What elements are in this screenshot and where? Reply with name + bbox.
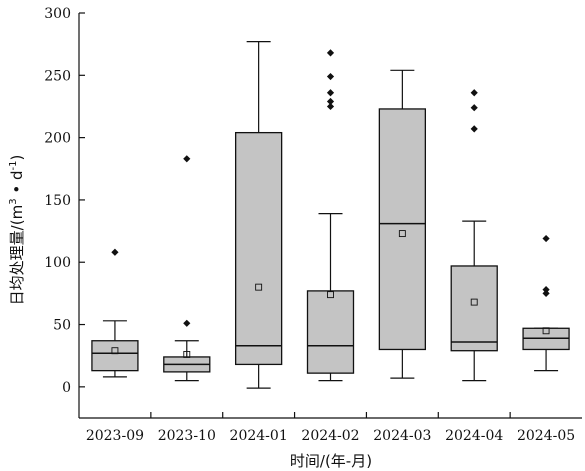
x-tick-label-2024-04: 2024-04 [445,428,503,444]
y-tick-label-50: 50 [53,318,71,334]
y-tick-label-150: 150 [44,193,71,209]
outlier-point [470,125,478,133]
mean-marker [327,291,334,299]
mean-marker [183,350,191,358]
mean-marker [255,283,263,291]
outlier-point [326,97,335,106]
y-axis: 0 50 100 150 200 250 300 [44,6,85,418]
box [450,265,498,352]
outlier-point [183,319,191,327]
box-group-2024-01 [234,41,283,389]
box-group-2024-05 [522,234,570,372]
x-tick-label-2024-01: 2024-01 [230,428,288,444]
mean-marker [398,230,406,238]
box [234,131,283,366]
y-tick-label-300: 300 [44,6,71,22]
x-tick-label-2023-09: 2023-09 [86,428,144,444]
y-tick-label-200: 200 [44,131,71,147]
outlier-point [326,72,335,81]
outlier-point [326,102,335,111]
plot-area [91,41,570,389]
outlier-point [111,248,119,256]
outlier-point [326,49,335,57]
x-axis-title: 时间/(年-月) [290,452,372,470]
outlier-point [542,289,550,297]
outlier-point [470,89,478,97]
box [91,340,139,372]
box-group-2024-02 [306,49,355,382]
box-group-2024-03 [378,69,427,379]
outlier-point [470,104,478,112]
y-tick-label-0: 0 [62,380,71,396]
x-tick-label-2023-10: 2023-10 [158,428,216,444]
outlier-point [326,89,335,97]
mean-marker [470,298,478,306]
outlier-point [542,234,550,243]
box-group-2023-09 [91,248,139,378]
x-tick-label-2024-02: 2024-02 [301,428,359,444]
x-axis: 2023-09 2023-10 2024-01 2024-02 2024-03 2024-… [79,412,582,444]
x-tick-label-2024-05: 2024-05 [517,428,575,444]
y-axis-title: 日均处理量/(m3 • d-1) [8,155,26,306]
mean-marker [111,347,119,355]
y-tick-label-100: 100 [44,255,71,271]
box [378,108,427,351]
outlier-point [183,155,191,163]
mean-marker [542,327,550,335]
box [306,290,355,374]
x-tick-label-2024-03: 2024-03 [373,428,431,444]
box-group-2023-10 [163,155,211,382]
y-tick-label-250: 250 [44,68,71,84]
outlier-point [542,286,550,294]
box-group-2024-04 [450,89,498,382]
